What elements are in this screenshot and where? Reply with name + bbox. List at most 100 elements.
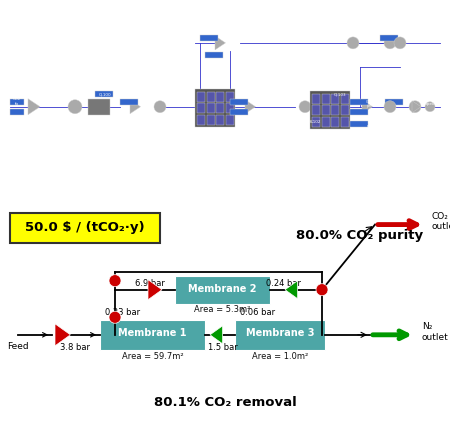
FancyBboxPatch shape xyxy=(230,99,248,105)
Text: MX-102: MX-102 xyxy=(237,29,253,33)
Text: Area = 5.3m²: Area = 5.3m² xyxy=(194,305,251,314)
FancyBboxPatch shape xyxy=(207,92,215,102)
Text: Area = 1.0m²: Area = 1.0m² xyxy=(252,352,308,361)
Text: MX-100: MX-100 xyxy=(47,120,63,124)
Text: CO2 in
pipeline: CO2 in pipeline xyxy=(424,97,440,106)
Text: Membrane 2: Membrane 2 xyxy=(188,284,257,294)
Text: K-102: K-102 xyxy=(309,120,321,124)
FancyBboxPatch shape xyxy=(321,105,329,115)
Text: Q-103: Q-103 xyxy=(334,93,346,97)
Text: MX-102: MX-102 xyxy=(372,120,388,124)
Text: Q-100: Q-100 xyxy=(99,93,111,97)
Polygon shape xyxy=(148,280,162,300)
Polygon shape xyxy=(55,324,70,346)
Text: Membrane 3: Membrane 3 xyxy=(246,328,314,338)
Text: 3.8 bar: 3.8 bar xyxy=(60,344,90,352)
FancyBboxPatch shape xyxy=(100,320,205,350)
Circle shape xyxy=(154,101,166,113)
FancyBboxPatch shape xyxy=(197,103,205,113)
Text: K-103: K-103 xyxy=(414,122,426,126)
Text: 0.24 bar: 0.24 bar xyxy=(266,279,301,288)
Text: MX-101: MX-101 xyxy=(262,120,278,124)
Text: 80.0% CO₂ purity: 80.0% CO₂ purity xyxy=(297,229,423,242)
Text: CO2
fg: CO2 fg xyxy=(13,97,21,106)
FancyBboxPatch shape xyxy=(230,109,248,115)
Circle shape xyxy=(384,101,396,113)
Circle shape xyxy=(394,37,406,49)
Text: CO₂
outlet: CO₂ outlet xyxy=(432,212,450,231)
Circle shape xyxy=(109,311,121,323)
FancyBboxPatch shape xyxy=(341,105,348,115)
Text: Retentate: Retentate xyxy=(420,36,440,40)
FancyBboxPatch shape xyxy=(200,35,218,41)
FancyBboxPatch shape xyxy=(321,94,329,104)
Text: N₂
outlet: N₂ outlet xyxy=(422,322,449,341)
Text: MX-105: MX-105 xyxy=(392,29,408,33)
FancyBboxPatch shape xyxy=(225,103,234,113)
FancyBboxPatch shape xyxy=(235,320,325,350)
FancyBboxPatch shape xyxy=(321,117,329,127)
FancyBboxPatch shape xyxy=(312,94,320,104)
FancyBboxPatch shape xyxy=(88,99,110,115)
FancyBboxPatch shape xyxy=(195,89,235,127)
Text: Q-106: Q-106 xyxy=(429,93,441,97)
FancyBboxPatch shape xyxy=(385,99,403,105)
FancyBboxPatch shape xyxy=(331,117,339,127)
FancyBboxPatch shape xyxy=(350,121,368,127)
FancyBboxPatch shape xyxy=(197,115,205,125)
FancyBboxPatch shape xyxy=(207,115,215,125)
FancyBboxPatch shape xyxy=(216,115,224,125)
FancyBboxPatch shape xyxy=(207,103,215,113)
Polygon shape xyxy=(285,281,297,299)
FancyBboxPatch shape xyxy=(225,115,234,125)
Polygon shape xyxy=(362,100,373,114)
FancyBboxPatch shape xyxy=(216,103,224,113)
Text: 80.1% CO₂ removal: 80.1% CO₂ removal xyxy=(153,397,297,410)
FancyBboxPatch shape xyxy=(331,105,339,115)
Circle shape xyxy=(316,284,328,296)
Circle shape xyxy=(68,100,82,114)
Circle shape xyxy=(299,101,311,113)
Polygon shape xyxy=(215,36,225,50)
FancyBboxPatch shape xyxy=(225,92,234,102)
Text: 2nd
CO2
per: 2nd CO2 per xyxy=(366,95,374,108)
FancyBboxPatch shape xyxy=(380,35,398,41)
Text: MX-104: MX-104 xyxy=(382,122,398,126)
Circle shape xyxy=(425,102,435,112)
FancyBboxPatch shape xyxy=(331,94,339,104)
FancyBboxPatch shape xyxy=(197,92,205,102)
Text: Area = 59.7m²: Area = 59.7m² xyxy=(122,352,183,361)
Text: 6.9 bar: 6.9 bar xyxy=(135,279,165,288)
Text: Feed: Feed xyxy=(7,342,29,352)
FancyBboxPatch shape xyxy=(175,276,270,304)
Circle shape xyxy=(409,101,421,113)
Polygon shape xyxy=(412,101,421,113)
Polygon shape xyxy=(245,100,256,114)
Text: 1.5 bar: 1.5 bar xyxy=(208,344,238,352)
Circle shape xyxy=(347,37,359,49)
FancyBboxPatch shape xyxy=(205,52,223,58)
FancyBboxPatch shape xyxy=(120,99,138,105)
Text: Membrane 1: Membrane 1 xyxy=(118,328,187,338)
Text: Q-100: Q-100 xyxy=(424,132,436,136)
FancyBboxPatch shape xyxy=(312,117,320,127)
Polygon shape xyxy=(130,100,140,114)
Text: 50.0 $ / (tCO₂·y): 50.0 $ / (tCO₂·y) xyxy=(25,221,145,234)
FancyBboxPatch shape xyxy=(341,94,348,104)
Circle shape xyxy=(109,274,121,287)
FancyBboxPatch shape xyxy=(95,91,113,97)
FancyBboxPatch shape xyxy=(10,99,24,105)
FancyBboxPatch shape xyxy=(10,213,160,242)
Text: 0.06 bar: 0.06 bar xyxy=(240,308,275,317)
FancyBboxPatch shape xyxy=(341,117,348,127)
FancyBboxPatch shape xyxy=(10,109,24,115)
Polygon shape xyxy=(28,99,40,115)
Text: 2nd
N2
per: 2nd N2 per xyxy=(367,115,374,128)
Text: N2: N2 xyxy=(14,118,20,122)
Text: Q-102: Q-102 xyxy=(219,140,231,144)
FancyBboxPatch shape xyxy=(318,99,338,115)
FancyBboxPatch shape xyxy=(312,105,320,115)
Text: K-100: K-100 xyxy=(94,120,106,124)
FancyBboxPatch shape xyxy=(350,109,368,115)
FancyBboxPatch shape xyxy=(216,92,224,102)
